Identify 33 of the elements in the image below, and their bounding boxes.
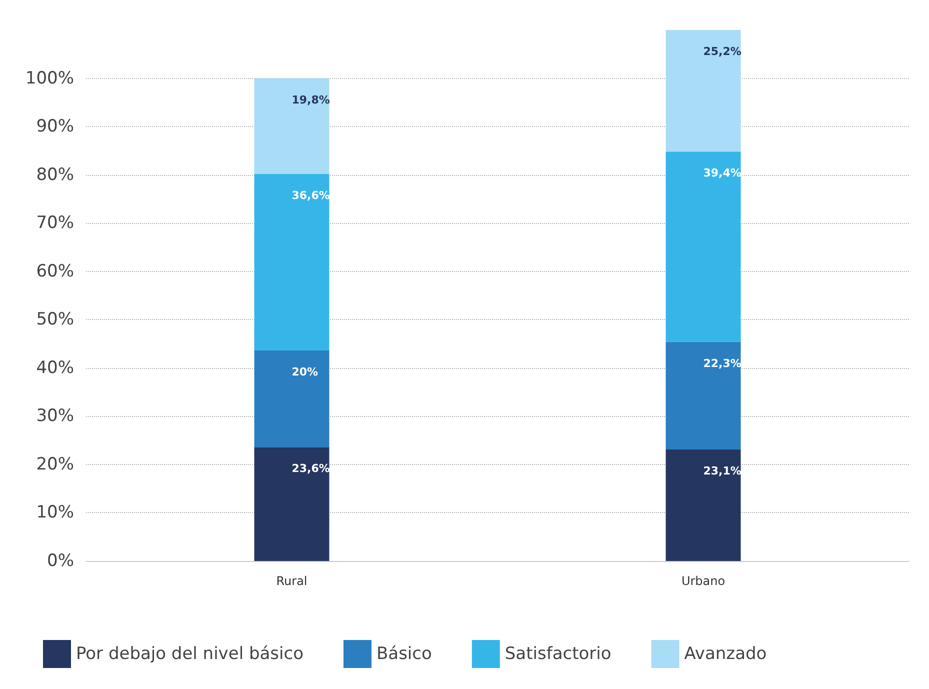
y-tick-label: 40% <box>36 358 74 378</box>
data-label: 23,6% <box>292 462 330 476</box>
y-tick-label: 90% <box>36 116 74 137</box>
y-tick-label: 20% <box>36 454 74 474</box>
legend-label: Satisfactorio <box>504 644 612 664</box>
data-label: 39,4% <box>703 166 742 180</box>
bar <box>666 30 741 152</box>
y-tick-label: 100% <box>25 68 74 88</box>
data-label: 36,6% <box>292 188 330 202</box>
bar <box>254 78 330 174</box>
bar <box>666 152 741 342</box>
y-tick-label: 50% <box>36 310 74 330</box>
y-tick-label: 60% <box>36 261 74 282</box>
bar <box>666 449 741 561</box>
y-tick-label: 0% <box>47 551 74 571</box>
legend-label: Avanzado <box>684 644 767 664</box>
legend-label: Por debajo del nivel básico <box>76 644 304 664</box>
bar <box>254 174 330 351</box>
bar <box>666 342 741 450</box>
x-tick-label: Urbano <box>681 574 726 588</box>
y-tick-label: 10% <box>36 502 74 523</box>
bar <box>254 350 330 448</box>
data-label: 22,3% <box>703 356 742 370</box>
data-label: 20% <box>292 366 318 379</box>
y-tick-label: 70% <box>36 213 74 234</box>
data-label: 23,1% <box>703 464 742 478</box>
legend-label: Básico <box>376 644 432 664</box>
x-tick-label: Rural <box>276 574 308 588</box>
y-tick-label: 30% <box>36 406 74 426</box>
data-label: 19,8% <box>292 93 330 106</box>
data-label: 25,2% <box>703 45 742 58</box>
bar <box>254 447 330 561</box>
y-tick-label: 80% <box>36 164 74 185</box>
